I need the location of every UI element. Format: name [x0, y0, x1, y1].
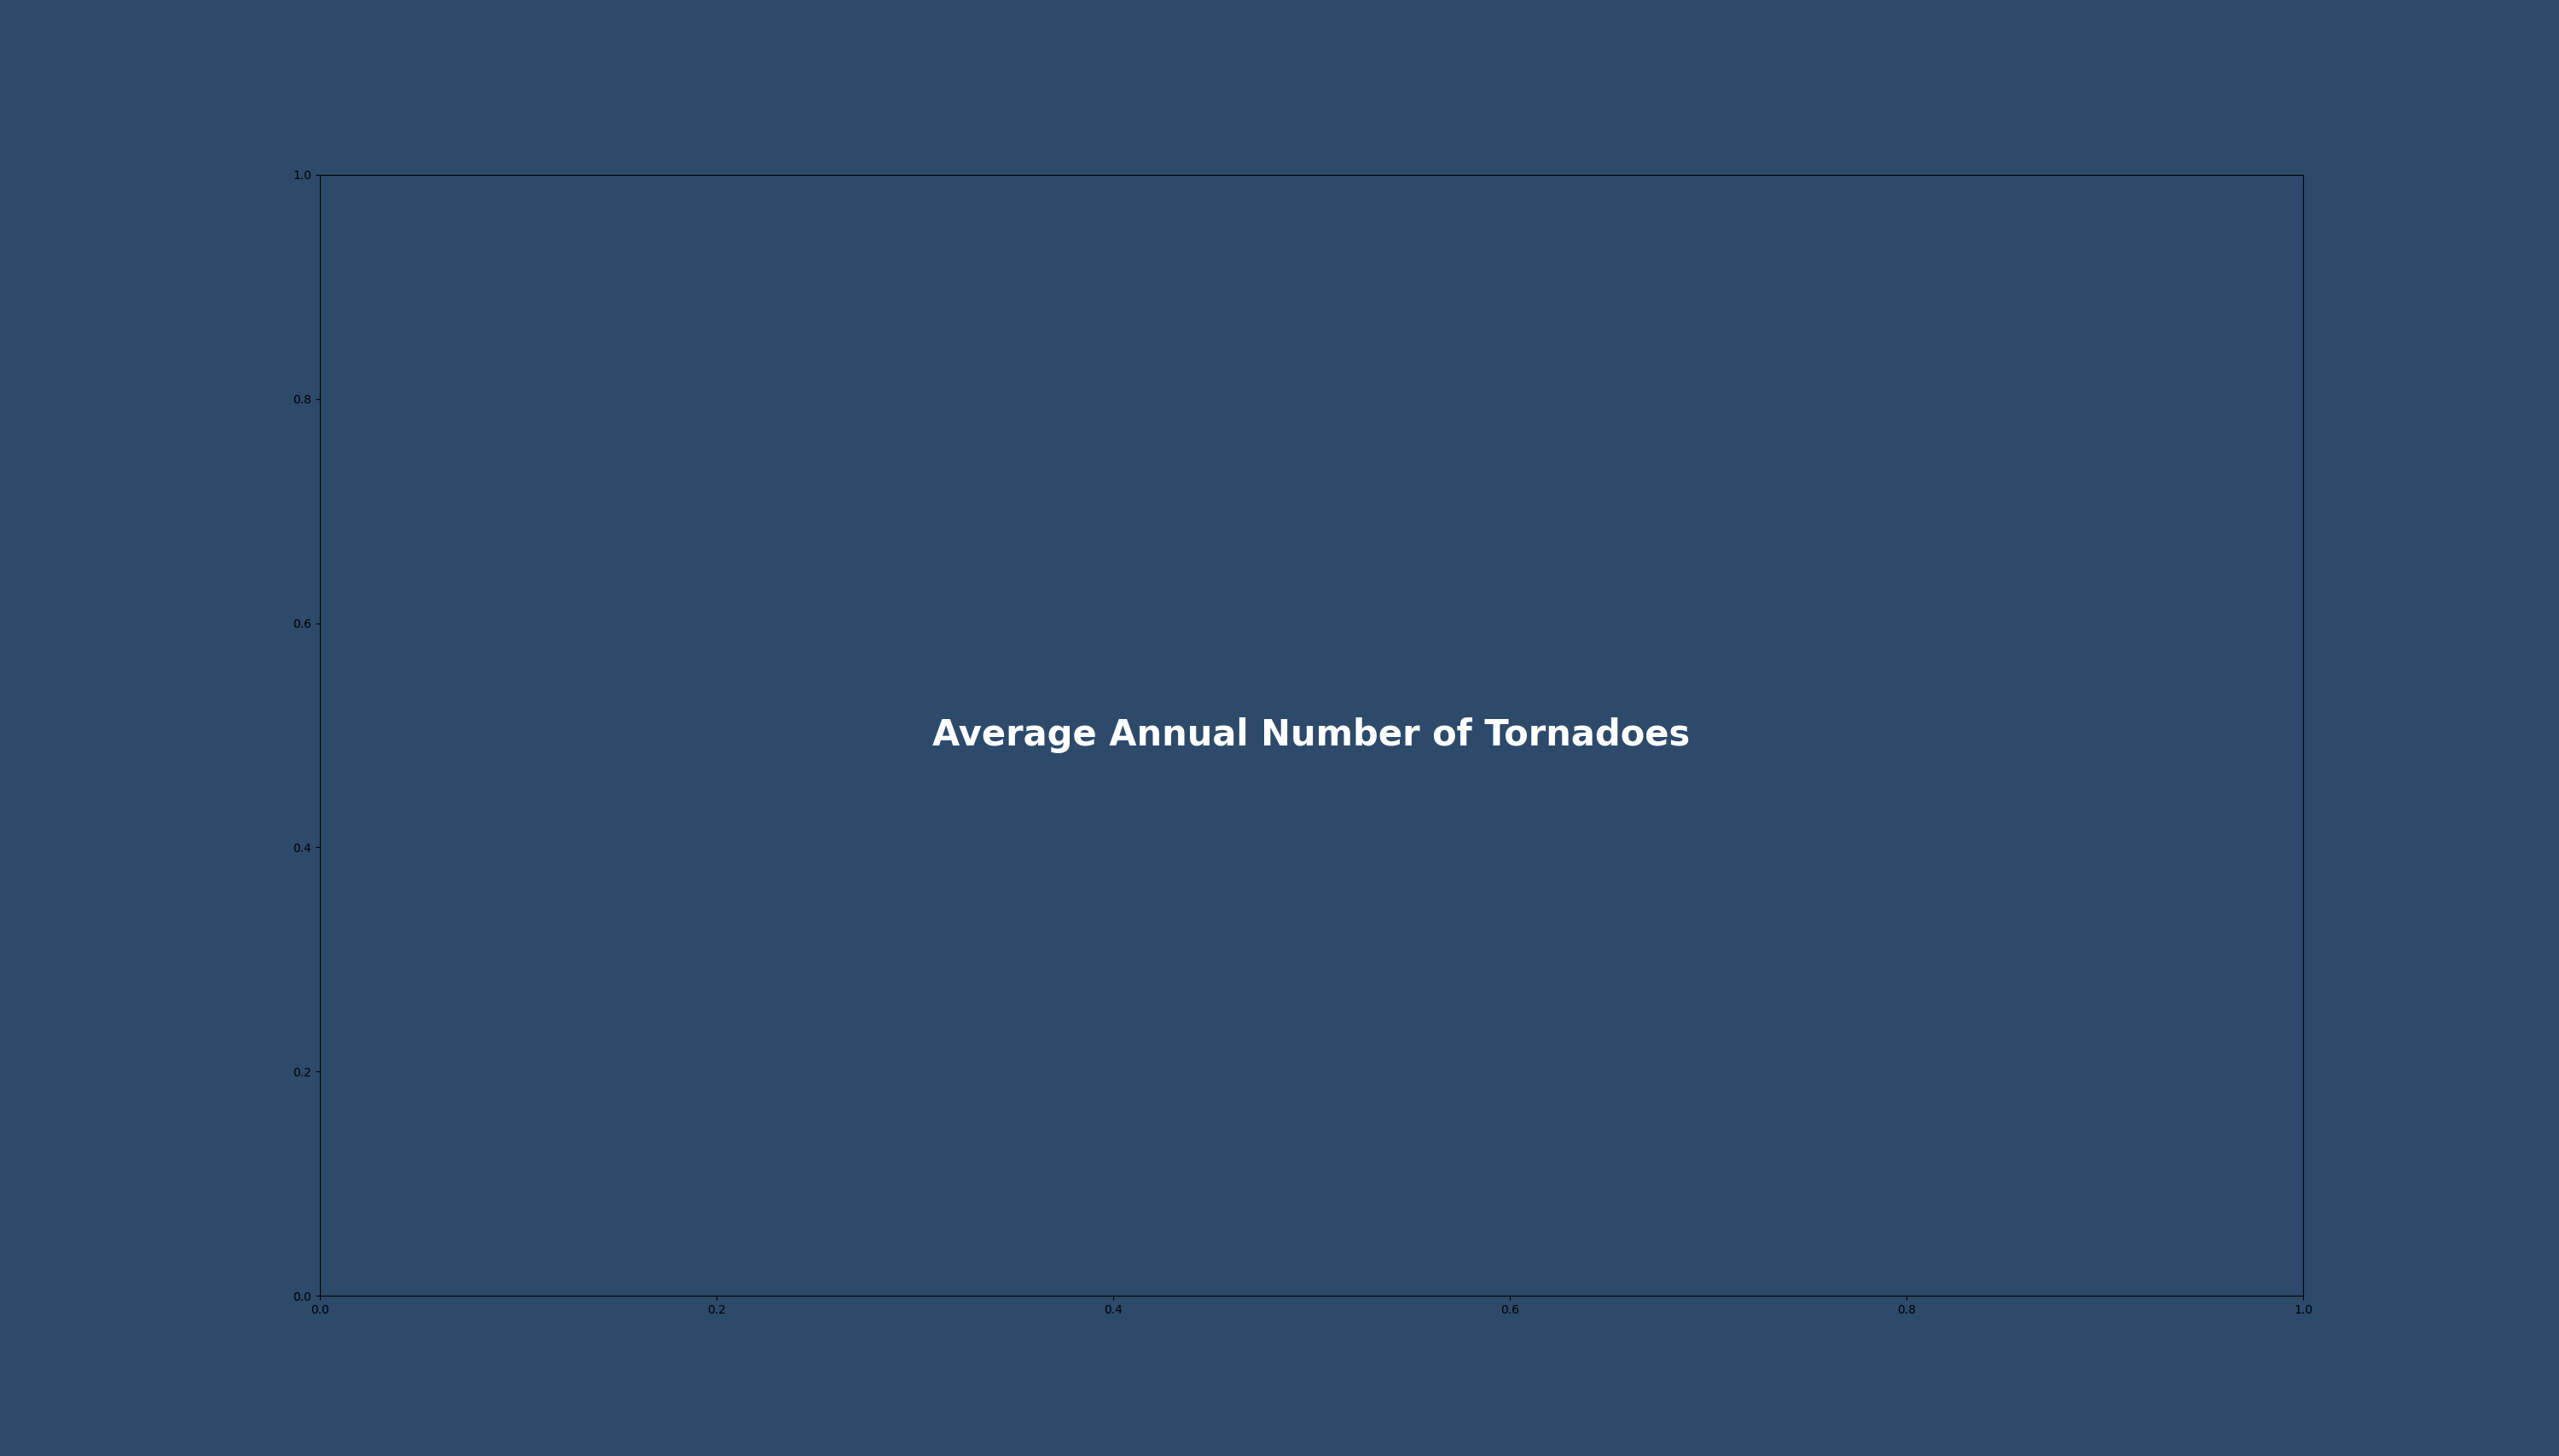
Text: Average Annual Number of Tornadoes: Average Annual Number of Tornadoes	[931, 718, 1691, 753]
